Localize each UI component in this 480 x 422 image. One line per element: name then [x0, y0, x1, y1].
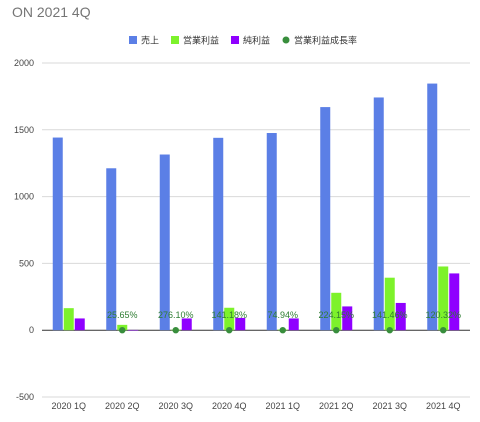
bar [320, 107, 331, 331]
data-label: 276.10% [158, 310, 194, 320]
legend-swatch [231, 36, 239, 44]
bar [449, 273, 460, 331]
legend-label: 純利益 [243, 35, 270, 47]
x-tick-label: 2021 3Q [372, 401, 407, 411]
bar [266, 133, 277, 331]
bar [52, 137, 63, 331]
chart-title: ON 2021 4Q [12, 4, 91, 20]
bar [288, 318, 299, 331]
x-tick-label: 2021 4Q [426, 401, 461, 411]
data-point [386, 327, 393, 334]
bar [235, 317, 246, 331]
bar [213, 137, 224, 331]
data-label: 74.94% [267, 310, 298, 320]
bar [63, 308, 74, 331]
data-label: 25.65% [107, 310, 138, 320]
bar [224, 307, 235, 331]
bar [373, 97, 384, 331]
y-tick-label: 500 [19, 258, 34, 268]
bar [342, 306, 353, 331]
legend-label: 営業利益 [183, 35, 219, 47]
y-tick-label: -500 [16, 392, 34, 402]
data-point [440, 327, 447, 334]
bar [128, 329, 139, 331]
bar [74, 318, 85, 331]
data-point [279, 327, 286, 334]
bar [395, 302, 406, 331]
data-point [333, 327, 340, 334]
bar [427, 83, 438, 331]
data-label: 141.18% [211, 310, 247, 320]
bar [384, 277, 395, 331]
legend-label: 営業利益成長率 [294, 35, 357, 47]
x-tick-label: 2020 2Q [105, 401, 140, 411]
x-tick-label: 2020 3Q [158, 401, 193, 411]
y-tick-label: 0 [29, 325, 34, 335]
bar [159, 154, 170, 331]
legend-swatch [129, 36, 137, 44]
x-tick-label: 2021 1Q [265, 401, 300, 411]
bar [438, 266, 449, 331]
data-point [119, 327, 126, 334]
data-label: 224.15% [318, 310, 354, 320]
legend-swatch [171, 36, 179, 44]
data-label: 120.32% [425, 310, 461, 320]
x-tick-label: 2021 2Q [319, 401, 354, 411]
bar [181, 318, 192, 331]
y-tick-label: 1000 [14, 192, 34, 202]
data-point [172, 327, 179, 334]
data-label: 141.46% [372, 310, 408, 320]
legend-label: 売上 [141, 35, 159, 47]
data-point [226, 327, 233, 334]
x-tick-label: 2020 4Q [212, 401, 247, 411]
bar [331, 292, 342, 331]
x-tick-label: 2020 1Q [51, 401, 86, 411]
bar [106, 168, 117, 331]
legend-marker [282, 36, 290, 44]
y-tick-label: 1500 [14, 125, 34, 135]
y-tick-label: 2000 [14, 58, 34, 68]
